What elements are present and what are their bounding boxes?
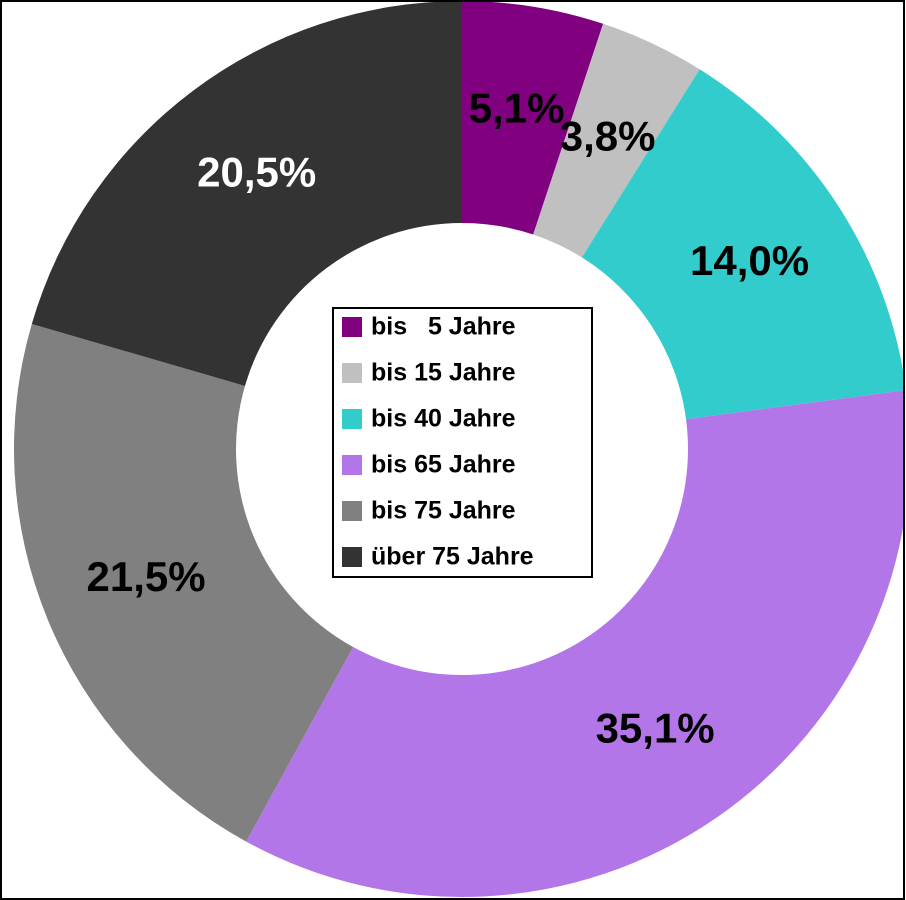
slice [462, 1, 604, 235]
slice [31, 1, 463, 386]
legend-swatch [342, 317, 362, 337]
legend-box [332, 307, 593, 578]
legend-text: bis 40 Jahre [371, 405, 516, 433]
slice-label: 20,5% [197, 149, 316, 196]
slice [533, 23, 700, 258]
legend-swatch [342, 363, 362, 383]
legend-text: bis 5 Jahre [371, 313, 516, 341]
legend: bis 5 Jahre bis 15 Jahre bis 40 Jahre bis 6… [332, 307, 593, 578]
slice-label: 21,5% [86, 553, 205, 600]
legend-swatch [342, 455, 362, 475]
slice-label: 3,8% [560, 113, 656, 160]
legend-text: bis 15 Jahre [371, 359, 516, 387]
legend-swatch [342, 547, 362, 567]
legend-text: über 75 Jahre [371, 543, 534, 571]
legend-swatch [342, 409, 362, 429]
slice [581, 69, 904, 420]
slice [13, 324, 354, 842]
slice-label: 5,1% [469, 84, 565, 131]
legend-text: bis 65 Jahre [371, 451, 516, 479]
slice-label: 14,0% [690, 237, 809, 284]
legend-swatch [342, 501, 362, 521]
legend-text: bis 75 Jahre [371, 497, 516, 525]
slice-labels: 5,1%3,8% 14,0% 35,1% 21,5% 20,5% [86, 84, 809, 751]
slice [246, 390, 904, 897]
slice-label: 35,1% [596, 704, 715, 751]
donut [13, 1, 904, 897]
